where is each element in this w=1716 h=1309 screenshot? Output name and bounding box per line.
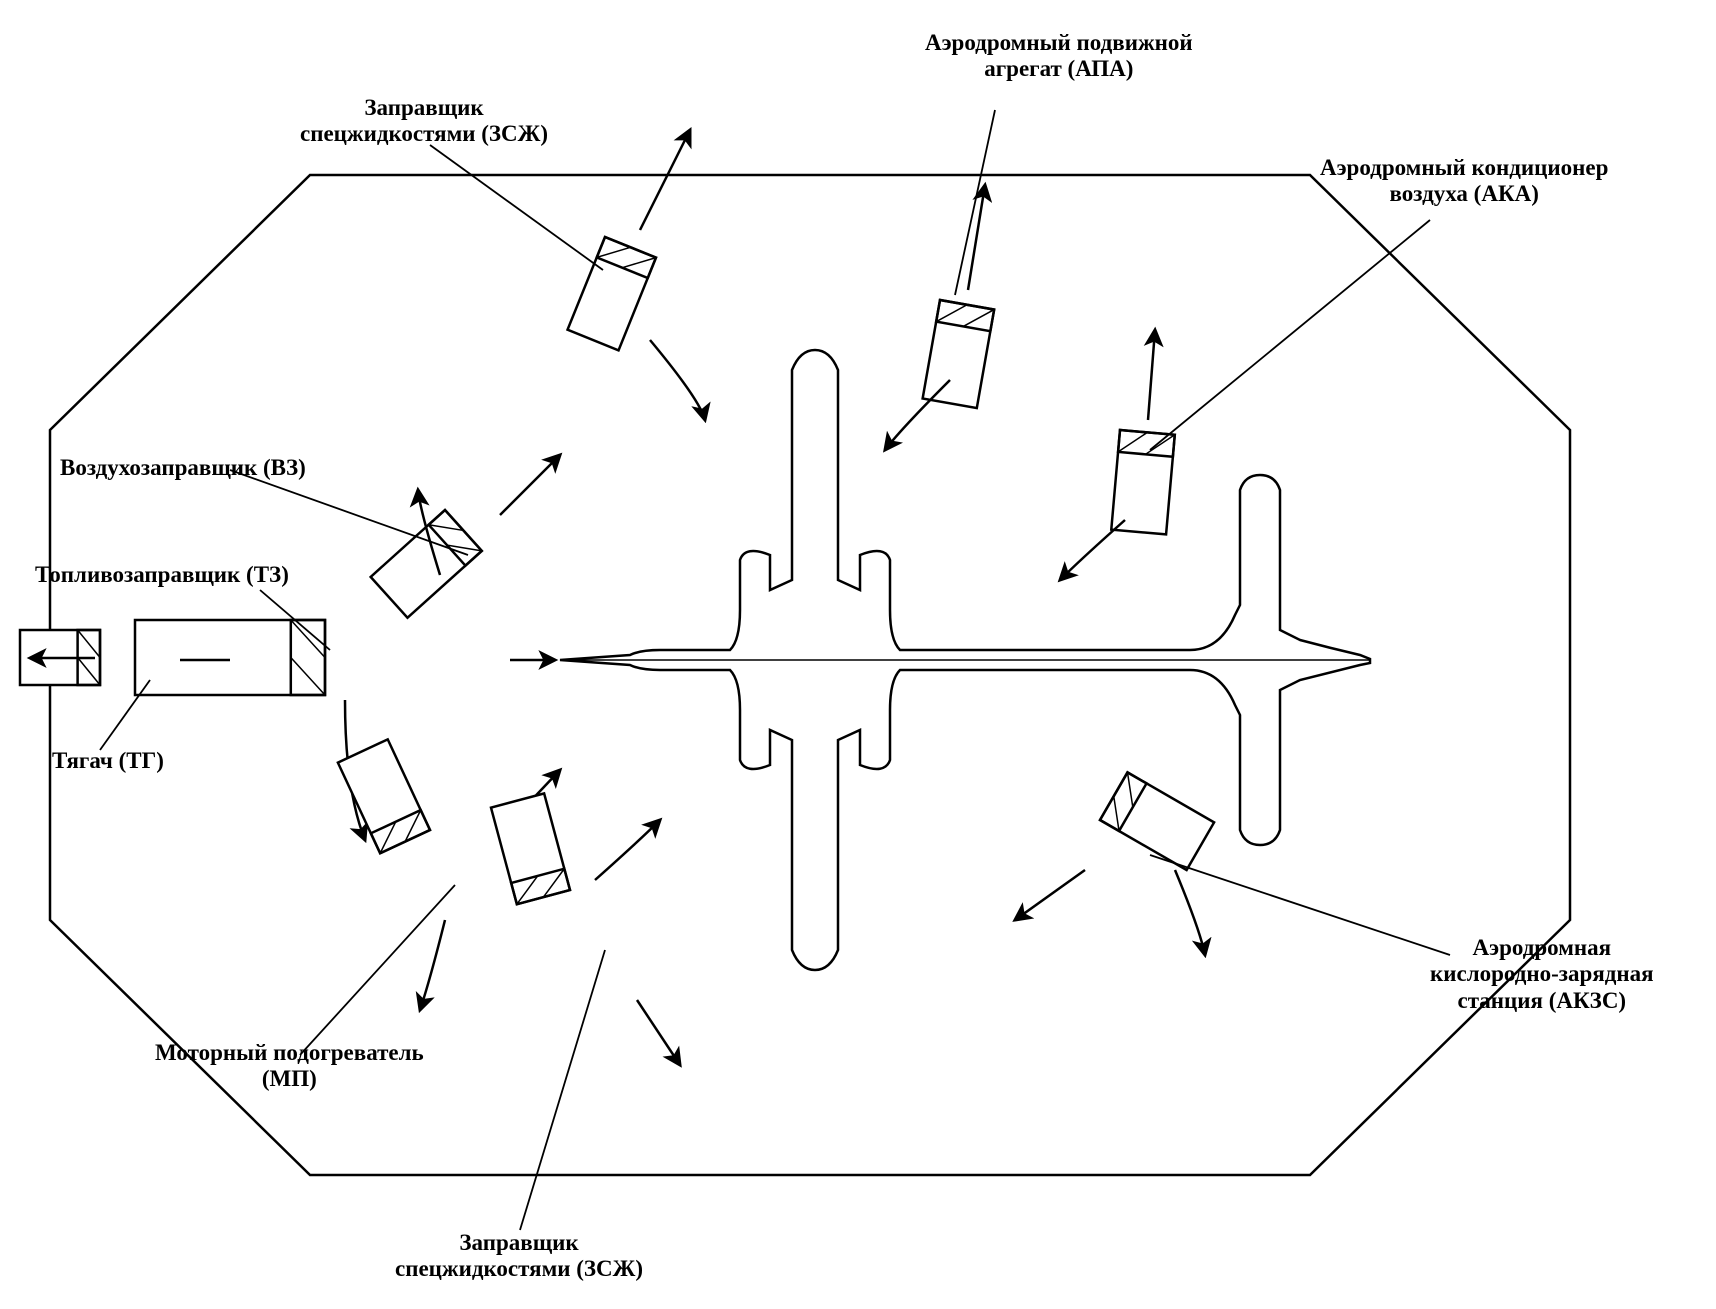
vehicle-apa	[923, 300, 995, 408]
label-akzs: Аэродромная кислородно-зарядная станция …	[1430, 935, 1654, 1014]
label-zszh-top: Заправщик спецжидкостями (ЗСЖ)	[300, 95, 548, 148]
label-tz: Топливозаправщик (ТЗ)	[35, 562, 289, 588]
label-apa: Аэродромный подвижной агрегат (АПА)	[925, 30, 1193, 83]
label-aka: Аэродромный кондиционер воздуха (АКА)	[1320, 155, 1608, 208]
vehicle-tz	[135, 620, 325, 695]
vehicle-aka	[1111, 430, 1175, 534]
label-mp: Моторный подогреватель (МП)	[155, 1040, 424, 1093]
label-vz: Воздухозаправщик (ВЗ)	[60, 455, 306, 481]
label-tg: Тягач (ТГ)	[52, 748, 164, 774]
vehicle-akzs	[1100, 772, 1214, 870]
vehicle-zszh-bot	[491, 793, 570, 904]
label-zszh-bot: Заправщик спецжидкостями (ЗСЖ)	[395, 1230, 643, 1283]
diagram-canvas: Заправщик спецжидкостями (ЗСЖ) Аэродромн…	[0, 0, 1716, 1309]
